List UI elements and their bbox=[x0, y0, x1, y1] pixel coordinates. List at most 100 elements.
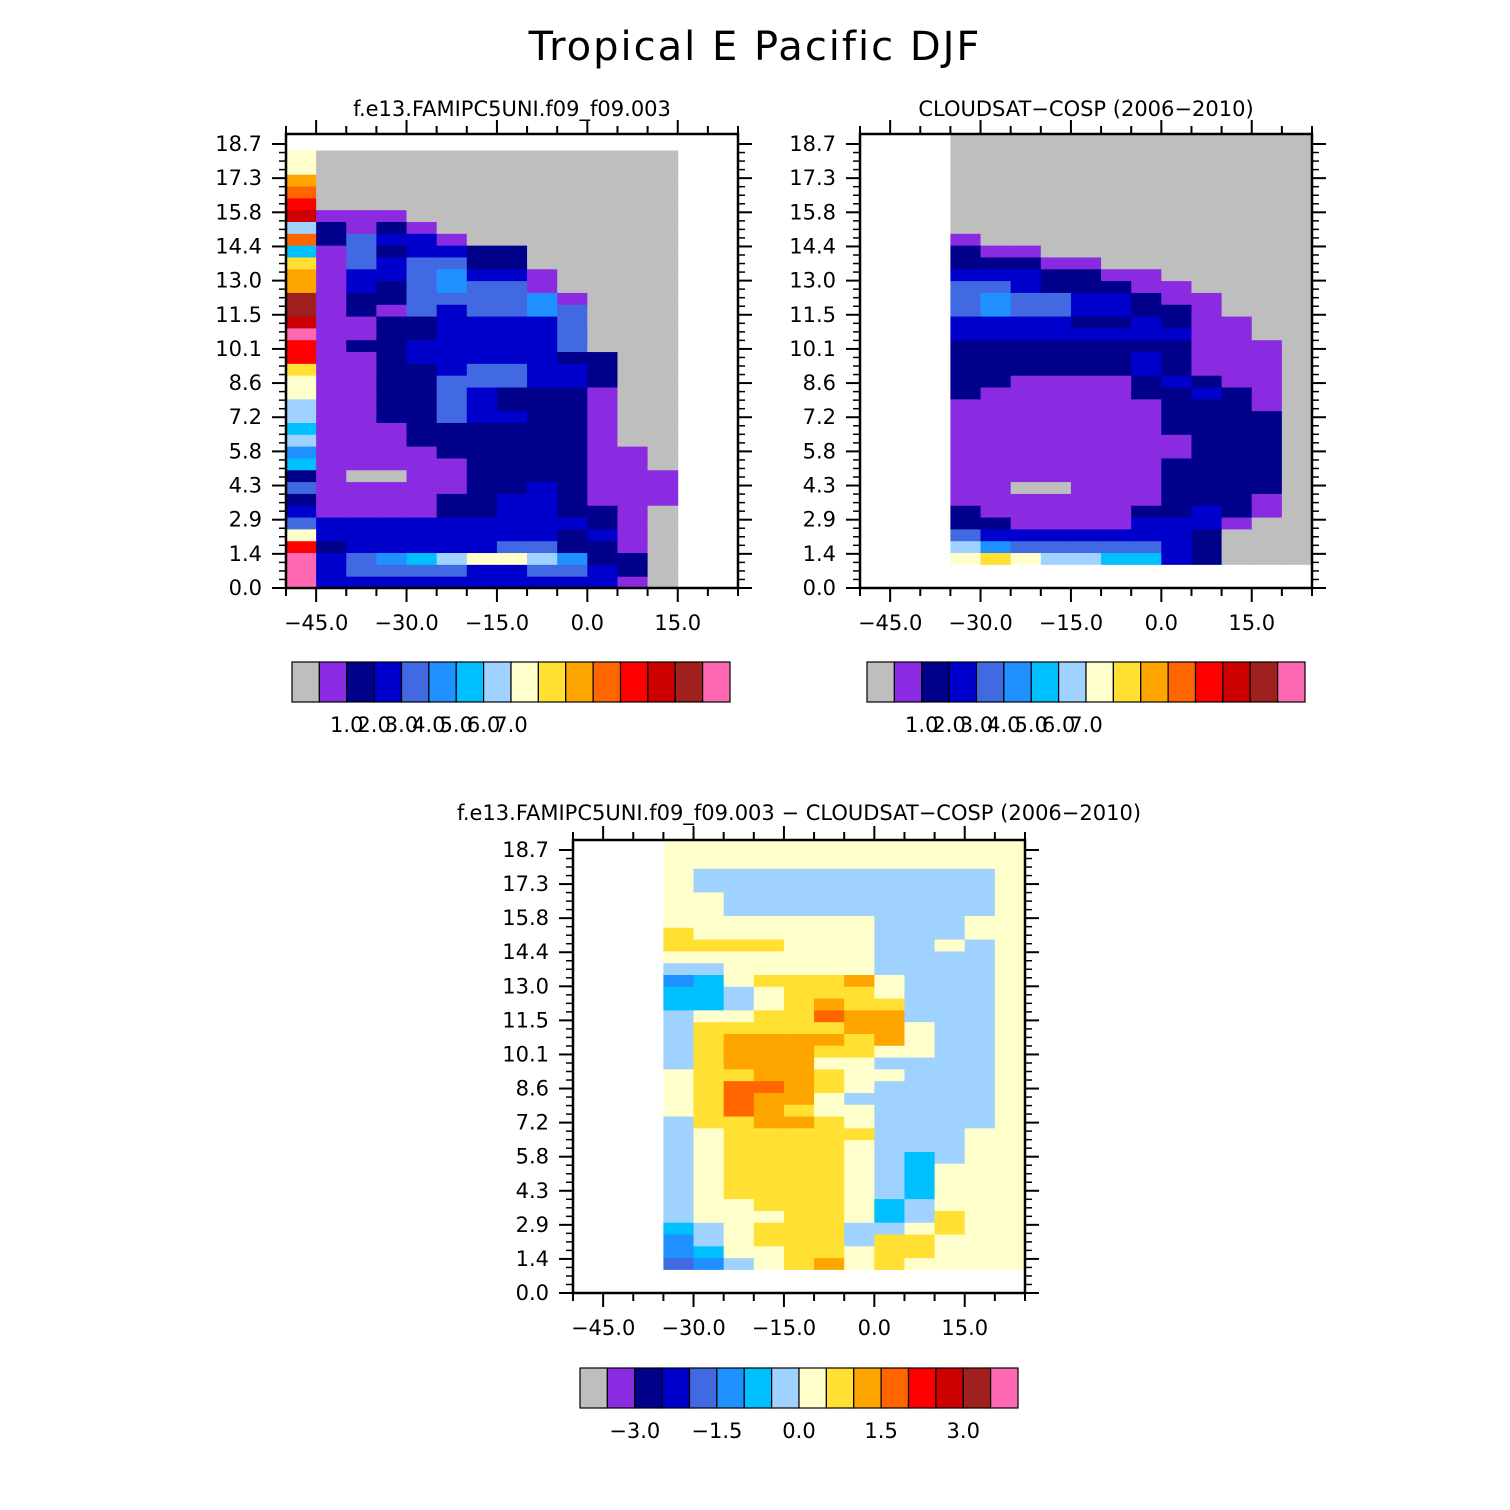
heatmap-cell bbox=[844, 1116, 875, 1129]
heatmap-cell bbox=[496, 469, 528, 483]
heatmap-cell bbox=[557, 552, 588, 565]
heatmap-cell bbox=[723, 1033, 755, 1046]
heatmap-cell bbox=[1010, 233, 1042, 246]
y-tick-label: 11.5 bbox=[215, 303, 262, 327]
heatmap-cell bbox=[617, 398, 649, 412]
heatmap-cell bbox=[1010, 268, 1042, 282]
heatmap-cell bbox=[934, 880, 966, 893]
heatmap-cell bbox=[783, 856, 815, 869]
x-tick-label: 0.0 bbox=[1145, 611, 1178, 635]
heatmap-cell bbox=[904, 1104, 936, 1117]
heatmap-cell bbox=[466, 292, 498, 305]
heatmap-cell bbox=[1281, 552, 1313, 565]
colorbar-swatch bbox=[853, 1367, 882, 1409]
heatmap-cell bbox=[376, 339, 408, 353]
heatmap-cell bbox=[844, 1210, 875, 1223]
heatmap-cell bbox=[994, 868, 1026, 881]
heatmap-cell bbox=[647, 505, 679, 518]
heatmap-cell bbox=[1101, 186, 1132, 199]
colorbar-swatch bbox=[1249, 661, 1279, 703]
heatmap-cell bbox=[950, 304, 982, 317]
heatmap-cell bbox=[1191, 517, 1223, 530]
heatmap-cell bbox=[466, 493, 498, 506]
heatmap-cell bbox=[814, 1116, 845, 1129]
heatmap-cell bbox=[1101, 422, 1132, 435]
heatmap-cell bbox=[904, 840, 936, 858]
y-tick-label: 10.1 bbox=[215, 337, 262, 361]
heatmap-cell bbox=[753, 1045, 785, 1058]
heatmap-cell bbox=[904, 1151, 936, 1164]
heatmap-cell bbox=[693, 1163, 725, 1176]
heatmap-cell bbox=[1010, 245, 1042, 258]
heatmap-cell bbox=[693, 868, 725, 881]
heatmap-cell bbox=[934, 1127, 966, 1141]
heatmap-cell bbox=[663, 1198, 695, 1211]
colorbar-swatch bbox=[1140, 661, 1169, 703]
heatmap-cell bbox=[617, 528, 649, 542]
heatmap-cell bbox=[980, 528, 1012, 542]
heatmap-cell bbox=[346, 327, 377, 341]
heatmap-cell bbox=[994, 1116, 1026, 1129]
heatmap-cell bbox=[316, 481, 347, 494]
heatmap-cell bbox=[587, 327, 618, 341]
heatmap-cell bbox=[874, 1080, 905, 1093]
heatmap-cell bbox=[496, 304, 528, 317]
colorbar-label: 5.0 bbox=[440, 713, 473, 737]
heatmap-cell bbox=[617, 150, 649, 163]
heatmap-cell bbox=[723, 927, 755, 940]
heatmap-cell bbox=[496, 410, 528, 423]
heatmap-cell bbox=[376, 256, 408, 270]
heatmap-cell bbox=[723, 939, 755, 952]
heatmap-cell bbox=[693, 1092, 725, 1105]
heatmap-cell bbox=[557, 540, 588, 554]
heatmap-cell bbox=[1221, 134, 1253, 152]
heatmap-cell bbox=[964, 1116, 996, 1129]
heatmap-cell bbox=[1161, 221, 1192, 234]
colorbar-swatch bbox=[962, 1367, 992, 1409]
heatmap-cell bbox=[316, 505, 347, 518]
heatmap-cell bbox=[1040, 233, 1072, 246]
heatmap-cell bbox=[617, 422, 649, 435]
heatmap-cell bbox=[1010, 316, 1042, 329]
heatmap-cell bbox=[980, 505, 1012, 518]
heatmap-cell bbox=[753, 1057, 785, 1070]
heatmap-cell bbox=[1251, 174, 1283, 187]
heatmap-cell bbox=[934, 1057, 966, 1070]
heatmap-cell bbox=[753, 840, 785, 858]
heatmap-cell bbox=[316, 268, 347, 282]
heatmap-cell bbox=[844, 856, 875, 869]
heatmap-cell bbox=[1040, 304, 1072, 317]
heatmap-cell bbox=[617, 339, 649, 353]
colorbar-swatch bbox=[455, 661, 485, 703]
colorbar-label: 6.0 bbox=[1042, 713, 1075, 737]
heatmap-cell bbox=[406, 174, 438, 187]
heatmap-cell bbox=[316, 528, 347, 542]
heatmap-cell bbox=[647, 363, 679, 376]
heatmap-cell bbox=[466, 434, 498, 447]
heatmap-cell bbox=[496, 209, 528, 222]
heatmap-cell bbox=[783, 1186, 815, 1200]
heatmap-cell bbox=[527, 339, 558, 353]
heatmap-cell bbox=[617, 493, 649, 506]
heatmap-cell bbox=[1040, 197, 1072, 211]
heatmap-cell bbox=[1040, 540, 1072, 554]
heatmap-cell bbox=[980, 233, 1012, 246]
heatmap-cell bbox=[693, 1210, 725, 1223]
heatmap-cell bbox=[753, 903, 785, 916]
heatmap-cell bbox=[346, 457, 377, 471]
heatmap-cell bbox=[1101, 316, 1132, 329]
heatmap-cell bbox=[980, 398, 1012, 412]
heatmap-cell bbox=[1281, 481, 1313, 494]
heatmap-cell bbox=[723, 1021, 755, 1034]
heatmap-cell bbox=[496, 363, 528, 376]
heatmap-cell bbox=[814, 950, 845, 964]
heatmap-cell bbox=[783, 1257, 815, 1270]
heatmap-cell bbox=[436, 481, 468, 494]
heatmap-cell bbox=[874, 856, 905, 869]
heatmap-cell bbox=[723, 1116, 755, 1129]
heatmap-cell bbox=[587, 162, 618, 175]
heatmap-cell bbox=[723, 1092, 755, 1105]
heatmap-cell bbox=[1070, 387, 1102, 400]
heatmap-cell bbox=[557, 363, 588, 376]
heatmap-cell bbox=[376, 162, 408, 175]
